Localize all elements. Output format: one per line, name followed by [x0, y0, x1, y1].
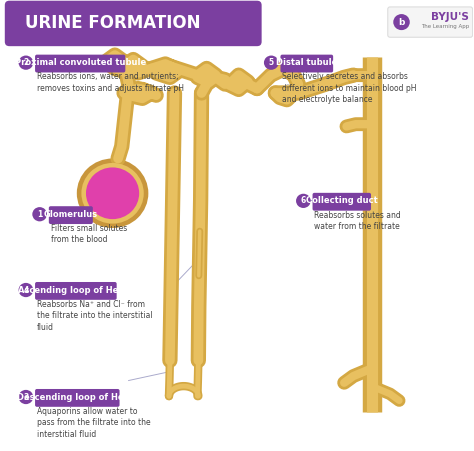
- Circle shape: [18, 390, 33, 404]
- Text: b: b: [398, 18, 405, 27]
- Text: Selectively secretes and absorbs
different ions to maintain blood pH
and electro: Selectively secretes and absorbs differe…: [283, 73, 417, 104]
- Circle shape: [77, 158, 148, 228]
- FancyBboxPatch shape: [281, 55, 333, 73]
- Circle shape: [264, 55, 279, 70]
- Text: Glomerulus: Glomerulus: [44, 210, 98, 219]
- Text: 4: 4: [23, 285, 28, 295]
- Text: The Learning App: The Learning App: [421, 23, 469, 28]
- Text: 3: 3: [23, 392, 28, 401]
- Text: Distal tubule: Distal tubule: [276, 58, 337, 67]
- FancyBboxPatch shape: [5, 1, 262, 46]
- Circle shape: [86, 167, 139, 219]
- Text: URINE FORMATION: URINE FORMATION: [26, 14, 201, 32]
- Circle shape: [393, 14, 410, 30]
- Text: 2: 2: [23, 58, 28, 67]
- FancyBboxPatch shape: [312, 193, 371, 211]
- Text: Reabsorbs ions, water and nutrients;
removes toxins and adjusts filtrate pH: Reabsorbs ions, water and nutrients; rem…: [37, 73, 184, 93]
- Text: 1: 1: [37, 210, 42, 219]
- Circle shape: [18, 283, 33, 297]
- Circle shape: [296, 194, 311, 208]
- Text: Filters small solutes
from the blood: Filters small solutes from the blood: [51, 224, 127, 244]
- Text: Reabsorbs Na⁺ and Cl⁻ from
the filtrate into the interstitial
fluid: Reabsorbs Na⁺ and Cl⁻ from the filtrate …: [37, 300, 153, 332]
- Text: 5: 5: [269, 58, 274, 67]
- Circle shape: [18, 55, 33, 70]
- FancyBboxPatch shape: [388, 7, 473, 37]
- FancyBboxPatch shape: [35, 389, 119, 407]
- Text: Ascending loop of Henle: Ascending loop of Henle: [18, 285, 133, 295]
- Text: Proximal convoluted tubule: Proximal convoluted tubule: [15, 58, 146, 67]
- Circle shape: [32, 207, 47, 221]
- FancyBboxPatch shape: [35, 55, 125, 73]
- FancyBboxPatch shape: [35, 282, 117, 300]
- Text: Descending loop of Henle: Descending loop of Henle: [17, 392, 138, 401]
- Text: BYJU'S: BYJU'S: [431, 12, 469, 22]
- Circle shape: [82, 163, 144, 224]
- Text: Reabsorbs solutes and
water from the filtrate: Reabsorbs solutes and water from the fil…: [314, 211, 401, 231]
- Text: 6: 6: [301, 196, 306, 205]
- Text: Aquaporins allow water to
pass from the filtrate into the
interstitial fluid: Aquaporins allow water to pass from the …: [37, 407, 151, 439]
- FancyBboxPatch shape: [49, 206, 93, 224]
- Text: Collecting duct: Collecting duct: [306, 196, 378, 205]
